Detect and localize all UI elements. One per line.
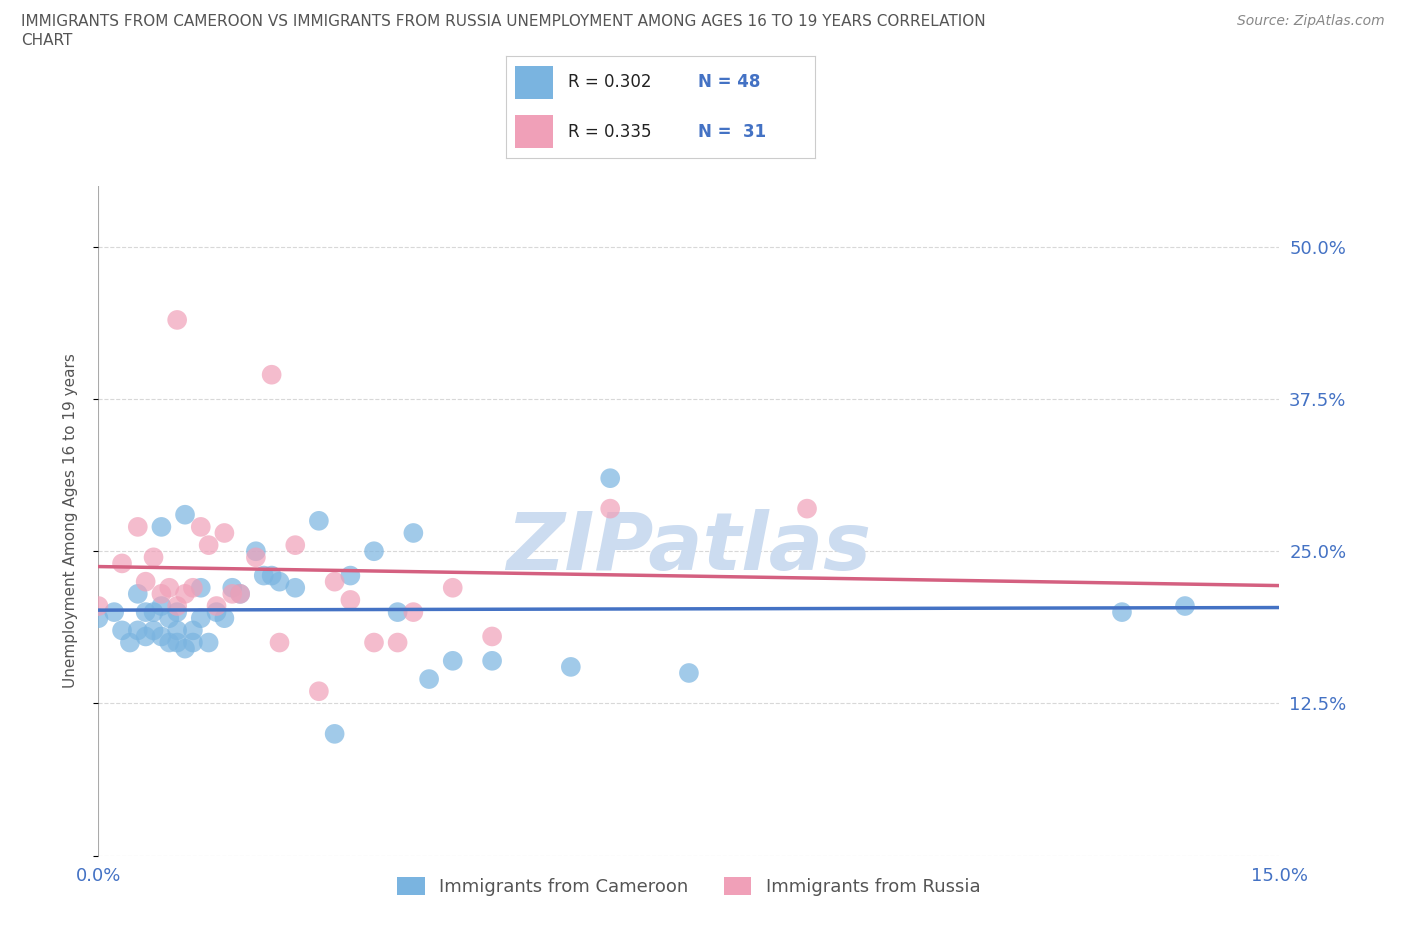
Point	[308, 513, 330, 528]
Point	[142, 604, 165, 619]
Text: R = 0.335: R = 0.335	[568, 123, 651, 140]
Point	[174, 507, 197, 522]
Point	[190, 611, 212, 626]
Point	[323, 574, 346, 589]
Text: ZIPatlas: ZIPatlas	[506, 509, 872, 587]
Point	[205, 604, 228, 619]
Text: IMMIGRANTS FROM CAMEROON VS IMMIGRANTS FROM RUSSIA UNEMPLOYMENT AMONG AGES 16 TO: IMMIGRANTS FROM CAMEROON VS IMMIGRANTS F…	[21, 14, 986, 29]
Point	[387, 635, 409, 650]
Point	[678, 666, 700, 681]
Text: CHART: CHART	[21, 33, 73, 47]
Point	[1174, 599, 1197, 614]
Point	[166, 312, 188, 327]
Point	[363, 544, 385, 559]
Point	[1111, 604, 1133, 619]
Point	[181, 635, 204, 650]
Point	[157, 611, 180, 626]
Point	[560, 659, 582, 674]
Point	[481, 629, 503, 644]
Point	[166, 623, 188, 638]
Point	[135, 629, 157, 644]
Point	[308, 684, 330, 698]
Point	[205, 599, 228, 614]
Point	[269, 635, 291, 650]
Point	[87, 599, 110, 614]
Point	[441, 580, 464, 595]
Point	[87, 611, 110, 626]
Point	[221, 587, 243, 602]
Point	[229, 587, 252, 602]
Point	[387, 604, 409, 619]
Point	[127, 520, 149, 535]
Y-axis label: Unemployment Among Ages 16 to 19 years: Unemployment Among Ages 16 to 19 years	[63, 353, 77, 688]
Point	[135, 604, 157, 619]
Point	[111, 556, 134, 571]
Point	[118, 635, 141, 650]
Point	[402, 604, 425, 619]
Point	[260, 568, 283, 583]
Point	[229, 587, 252, 602]
Point	[157, 635, 180, 650]
Point	[197, 538, 219, 552]
Bar	[516, 66, 553, 99]
Point	[221, 580, 243, 595]
Point	[150, 629, 173, 644]
Point	[142, 623, 165, 638]
Point	[181, 623, 204, 638]
Point	[599, 501, 621, 516]
Point	[323, 726, 346, 741]
Point	[166, 599, 188, 614]
Point	[214, 525, 236, 540]
Point	[284, 580, 307, 595]
Point	[190, 520, 212, 535]
Point	[150, 587, 173, 602]
Point	[418, 671, 440, 686]
Point	[135, 574, 157, 589]
Point	[441, 654, 464, 669]
Text: N = 48: N = 48	[697, 73, 761, 91]
Point	[157, 580, 180, 595]
Point	[150, 599, 173, 614]
Point	[111, 623, 134, 638]
Point	[103, 604, 125, 619]
Point	[253, 568, 276, 583]
Point	[599, 471, 621, 485]
Point	[127, 587, 149, 602]
Point	[402, 525, 425, 540]
Point	[181, 580, 204, 595]
Point	[363, 635, 385, 650]
Point	[190, 580, 212, 595]
Point	[339, 592, 361, 607]
Text: Source: ZipAtlas.com: Source: ZipAtlas.com	[1237, 14, 1385, 28]
Point	[150, 520, 173, 535]
Text: N =  31: N = 31	[697, 123, 766, 140]
Point	[127, 623, 149, 638]
Point	[260, 367, 283, 382]
Bar	[516, 115, 553, 148]
Point	[481, 654, 503, 669]
Point	[166, 635, 188, 650]
Point	[245, 544, 267, 559]
Point	[284, 538, 307, 552]
Point	[197, 635, 219, 650]
Point	[269, 574, 291, 589]
Point	[214, 611, 236, 626]
Point	[166, 604, 188, 619]
Point	[796, 501, 818, 516]
Point	[174, 587, 197, 602]
Point	[174, 641, 197, 656]
Point	[245, 550, 267, 565]
Legend: Immigrants from Cameroon, Immigrants from Russia: Immigrants from Cameroon, Immigrants fro…	[391, 870, 987, 903]
Text: R = 0.302: R = 0.302	[568, 73, 651, 91]
Point	[142, 550, 165, 565]
Point	[339, 568, 361, 583]
